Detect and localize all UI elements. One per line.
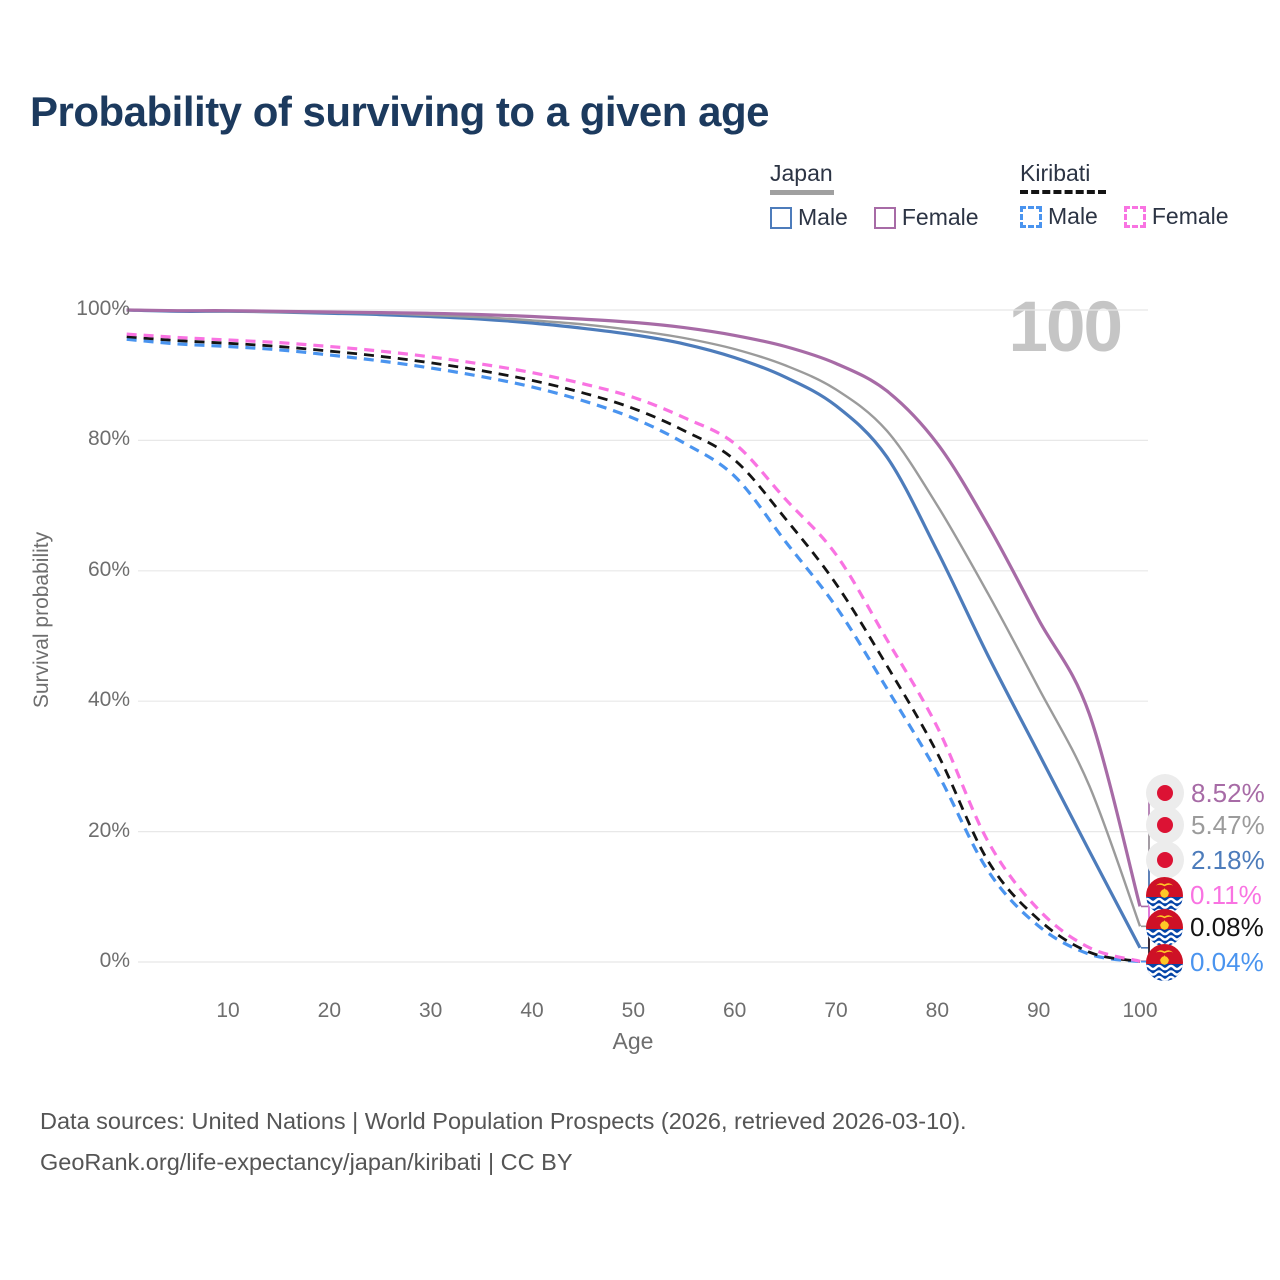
legend-item-kiribati-female[interactable]: Female [1123, 203, 1229, 230]
legend-item-label: Female [1151, 203, 1229, 229]
kiribati-flag-icon [1146, 908, 1183, 946]
japan-flag-icon [1146, 841, 1184, 879]
legend-item-label: Male [798, 204, 848, 230]
y-tick-label: 80% [87, 427, 130, 451]
end-label-row-japan-female: 8.52% [1146, 774, 1265, 812]
japan-male-swatch-icon [770, 206, 792, 229]
y-tick-label: 0% [99, 949, 130, 972]
chart-legend: Japan Male Female Kiribati Male Female [770, 160, 1270, 240]
page-title: Probability of surviving to a given age [30, 88, 769, 135]
kiribati-female-swatch-icon [1123, 205, 1146, 228]
end-label-row-japan-total: 5.47% [1146, 806, 1265, 844]
end-label-value: 2.18% [1191, 844, 1265, 875]
y-tick-label: 100% [76, 297, 130, 320]
legend-group-japan: Japan Male Female [770, 160, 979, 231]
kiribati-flag-icon [1146, 943, 1183, 981]
japan-female-swatch-icon [873, 206, 896, 229]
legend-item-kiribati-male[interactable]: Male [1020, 203, 1098, 230]
footer-link-line: GeoRank.org/life-expectancy/japan/kiriba… [40, 1149, 573, 1175]
end-label-value: 0.08% [1190, 911, 1264, 942]
x-tick-label: 20 [317, 999, 342, 1022]
curve-kiribati-female [126, 332, 1141, 963]
legend-item-japan-female[interactable]: Female [873, 204, 979, 231]
end-label-value: 0.04% [1190, 946, 1264, 977]
curve-kiribati-male [126, 337, 1141, 964]
legend-item-label: Female [901, 204, 979, 230]
x-tick-label: 10 [216, 999, 240, 1022]
end-label-value: 5.47% [1191, 809, 1265, 840]
x-tick-label: 50 [621, 999, 646, 1022]
curve-japan-female [126, 308, 1142, 907]
curve-japan-male [126, 308, 1142, 949]
y-tick-label: 40% [87, 688, 130, 712]
footer: Data sources: United Nations | World Pop… [40, 1101, 967, 1183]
end-label-row-japan-male: 2.18% [1146, 841, 1265, 879]
legend-country-label: Kiribati [1020, 160, 1091, 186]
y-axis-title: Survival probability [30, 531, 53, 709]
x-tick-label: 70 [824, 999, 848, 1022]
curve-japan-total [126, 308, 1142, 927]
x-tick-label: 90 [1027, 999, 1051, 1022]
curve-kiribati-total [126, 335, 1141, 963]
japan-flag-icon [1146, 806, 1184, 844]
x-tick-label: 40 [520, 999, 544, 1022]
x-tick-label: 30 [419, 999, 443, 1022]
japan-flag-icon [1146, 774, 1184, 812]
end-label-value: 0.11% [1190, 879, 1262, 910]
x-tick-label: 100 [1122, 999, 1158, 1022]
y-tick-label: 20% [87, 818, 130, 842]
y-tick-label: 60% [87, 557, 130, 581]
age-watermark: 100 [1008, 288, 1123, 367]
legend-japan-line-swatch [770, 190, 834, 195]
end-label-row-kiribati-male: 0.04% [1146, 943, 1264, 981]
legend-item-label: Male [1048, 203, 1098, 229]
footer-sources-line: Data sources: United Nations | World Pop… [40, 1108, 967, 1134]
kiribati-male-swatch-icon [1020, 205, 1042, 228]
end-label-row-kiribati-total: 0.08% [1146, 908, 1264, 946]
end-label-value: 8.52% [1191, 777, 1265, 808]
legend-country-label: Japan [770, 160, 833, 186]
legend-item-japan-male[interactable]: Male [770, 204, 848, 231]
legend-group-kiribati: Kiribati Male Female [1020, 160, 1229, 230]
x-tick-label: 60 [723, 999, 747, 1022]
x-tick-label: 80 [925, 999, 950, 1022]
x-axis-title: Age [612, 1028, 654, 1054]
legend-kiribati-line-swatch [1020, 190, 1106, 194]
